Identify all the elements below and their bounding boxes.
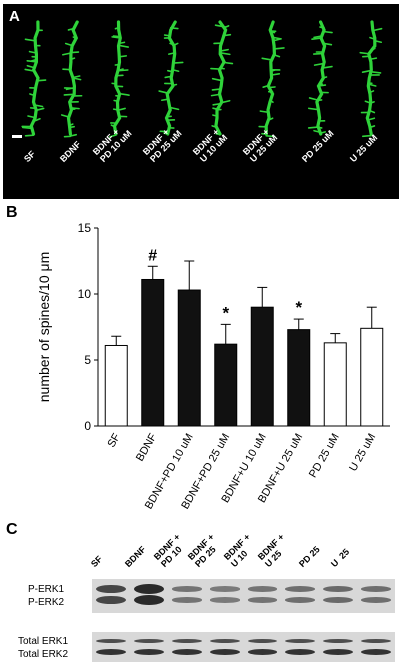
lane-label-5: BDNF + U 10: [221, 531, 253, 569]
panel-letter-a: A: [9, 8, 20, 25]
y-axis-label: number of spines/10 μm: [36, 252, 52, 402]
p-erk1-band-7: [323, 585, 354, 593]
total-erk1-label: Total ERK1: [18, 636, 69, 647]
dendrite-4: [158, 20, 184, 136]
significance-mark-4: *: [222, 303, 229, 322]
dendrite-2: [60, 20, 83, 138]
total-erk2-band-3: [171, 649, 202, 655]
total-erk2-band-8: [361, 649, 391, 655]
lane-label-7: PD 25: [296, 544, 322, 569]
lane-label-8: U 25: [328, 546, 352, 569]
x-tick-label-2: BDNF: [134, 431, 160, 463]
micrograph-panel: A SF BDNF BDNF + PD 10 uM BDNF + PD 25 uM BD…: [3, 4, 399, 199]
x-tick-label-8: U 25 uM: [347, 432, 378, 474]
scale-bar: [12, 135, 22, 138]
dendrite-6: [258, 20, 285, 138]
p-erk1-band-5: [247, 586, 278, 592]
total-erk2-band-5: [247, 649, 278, 655]
dendrite-3: [109, 20, 130, 138]
lane-label-1: SF: [88, 553, 105, 569]
p-erk1-band-2: [133, 584, 164, 594]
lane-label-4: BDNF + PD 25: [185, 531, 218, 569]
bar-4: [214, 343, 238, 427]
total-erk1-band-2: [133, 639, 164, 643]
total-erk2-band-6: [285, 649, 316, 655]
lane-label-6: BDNF + U 25: [255, 531, 287, 569]
total-erk-blot: [92, 632, 395, 662]
total-erk2-band-1: [96, 649, 126, 655]
total-erk1-band-5: [247, 639, 278, 643]
p-erk1-band-8: [361, 586, 391, 592]
p-erk1-band-3: [171, 586, 202, 592]
total-erk1-band-7: [323, 639, 354, 643]
total-erk1-band-4: [209, 639, 240, 643]
bar-7: [323, 342, 347, 427]
significance-mark-2: #: [148, 247, 157, 264]
p-erk2-band-1: [96, 595, 126, 605]
p-erk2-band-6: [285, 597, 316, 603]
p-erk1-band-4: [209, 586, 240, 592]
x-tick-label-1: SF: [105, 431, 123, 449]
y-tick-label-2: 10: [78, 287, 92, 301]
total-erk1-band-6: [285, 639, 316, 643]
dendrite-1: [21, 20, 47, 137]
p-erk1-band-1: [96, 584, 126, 594]
total-erk2-label: Total ERK2: [18, 649, 69, 660]
total-erk1-band-1: [96, 639, 126, 643]
lane-label-2: BDNF: [122, 544, 148, 569]
total-erk1-band-8: [361, 639, 391, 643]
bar-6: [287, 329, 311, 427]
p-erk1-band-6: [285, 586, 316, 592]
bar-1: [104, 344, 128, 427]
significance-mark-6: *: [295, 298, 302, 317]
dendrite-8: [359, 20, 383, 138]
p-erk2-band-5: [247, 597, 278, 603]
bar-2: [141, 278, 165, 427]
p-erk2-band-3: [171, 597, 202, 603]
total-erk1-band-3: [171, 639, 202, 643]
total-erk2-band-2: [133, 649, 164, 655]
lane-label-3: BDNF + PD 10: [151, 531, 184, 569]
p-erk2-band-8: [361, 597, 391, 603]
p-erk2-band-7: [323, 596, 354, 604]
p-erk2-band-4: [209, 597, 240, 603]
y-tick-label-3: 15: [78, 221, 92, 235]
bar-3: [177, 289, 201, 427]
bar-5: [250, 306, 274, 427]
p-erk2-label: P-ERK2: [28, 597, 65, 608]
y-tick-label-1: 5: [84, 353, 91, 367]
p-erk-blot: [92, 579, 395, 613]
dendrite-images: [21, 20, 383, 138]
p-erk2-band-2: [133, 595, 164, 605]
dendrite-5: [210, 20, 234, 136]
panel-letter-c: C: [6, 521, 18, 538]
dendrite-7: [307, 20, 333, 136]
x-tick-label-7: PD 25 uM: [307, 432, 342, 480]
bar-8: [360, 327, 384, 427]
p-erk1-label: P-ERK1: [28, 584, 65, 595]
y-tick-label-0: 0: [84, 419, 91, 433]
total-erk2-band-7: [323, 649, 354, 655]
panel-letter-b: B: [6, 204, 18, 221]
western-blot-panel: C SF BDNF BDNF + PD 10 BDNF + PD 25 BDNF + U…: [0, 515, 403, 664]
total-erk2-band-4: [209, 649, 240, 655]
